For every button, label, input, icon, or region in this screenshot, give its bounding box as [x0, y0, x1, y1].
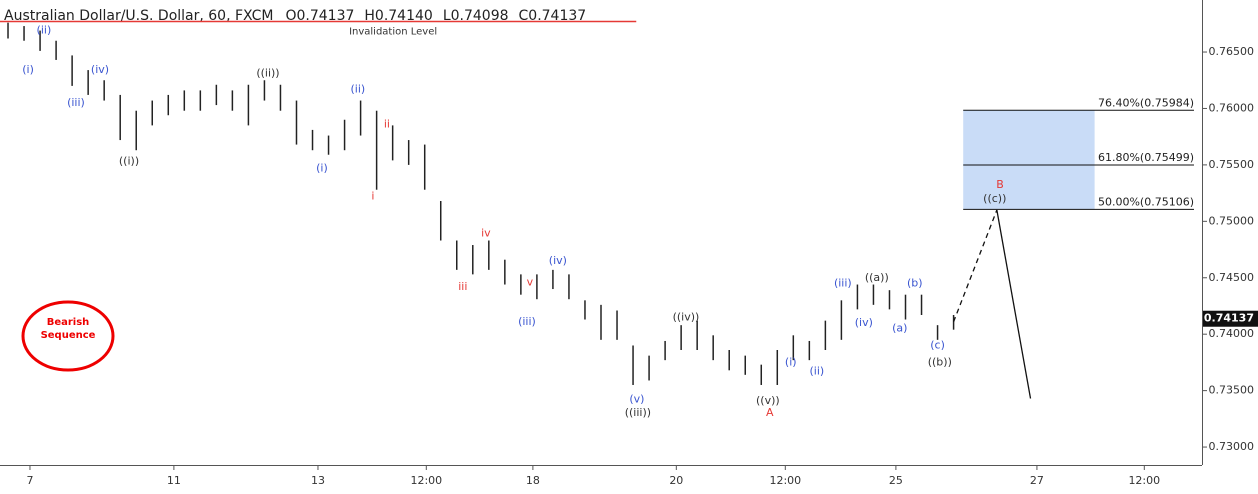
y-tick-label: 0.75500: [1209, 158, 1255, 171]
projection-line: [996, 209, 1032, 399]
wave-label: iii: [458, 280, 467, 293]
annotation: Bearish Sequence: [40, 317, 96, 341]
x-tick-label: 18: [526, 474, 540, 487]
wave-label: (ii): [810, 364, 825, 377]
y-tick-label: 0.73000: [1209, 440, 1255, 453]
x-tick-label: 25: [889, 474, 903, 487]
wave-label: (i): [785, 355, 797, 368]
wave-label: (iv): [91, 63, 109, 76]
wave-label: B: [996, 178, 1004, 191]
invalidation-label: Invalidation Level: [349, 27, 437, 38]
wave-label: (iii): [67, 96, 85, 109]
annotation-ellipse: [21, 300, 115, 372]
title-text: Australian Dollar/U.S. Dollar, 60, FXCM: [4, 8, 273, 24]
wave-label: (v): [629, 393, 644, 406]
y-tick-label: 0.75000: [1209, 214, 1255, 227]
wave-label: iv: [481, 227, 491, 240]
wave-label: (a): [892, 322, 907, 335]
fib-zone: [963, 110, 1095, 210]
ohlc-open: O0.74137: [285, 8, 354, 24]
wave-label: ((iii)): [625, 406, 651, 419]
wave-label: (i): [22, 63, 34, 76]
y-tick-label: 0.76000: [1209, 101, 1255, 114]
x-tick-label: 11: [167, 474, 181, 487]
last-price-tag: [1203, 310, 1258, 327]
x-tick-label: 12:00: [410, 474, 442, 487]
wave-label: i: [371, 189, 374, 202]
wave-label: (iii): [518, 315, 536, 328]
wave-label: (b): [907, 276, 923, 289]
y-tick-label: 0.76500: [1209, 45, 1255, 58]
wave-label: (iii): [834, 276, 852, 289]
wave-label: ii: [384, 117, 390, 130]
projection-line: [952, 209, 998, 323]
annotation-box: Bearish Sequence: [40, 317, 96, 341]
wave-label: A: [766, 406, 774, 419]
wave-label: ((i)): [119, 155, 139, 168]
fib-label: 50.00%(0.75106): [1098, 195, 1194, 208]
wave-label: ((c)): [983, 192, 1006, 205]
wave-label: (iv): [855, 316, 873, 329]
ohlc-high: H0.74140: [364, 8, 432, 24]
wave-label: ((iv)): [673, 310, 700, 323]
wave-label: (iv): [549, 254, 567, 267]
x-tick-label: 12:00: [769, 474, 801, 487]
wave-label: (c): [930, 338, 945, 351]
x-tick-label: 13: [311, 474, 325, 487]
wave-label: (i): [316, 161, 328, 174]
x-tick-label: 7: [26, 474, 33, 487]
x-tick-label: 27: [1030, 474, 1044, 487]
wave-label: (ii): [37, 24, 52, 37]
y-tick-label: 0.74500: [1209, 271, 1255, 284]
wave-label: ((v)): [756, 394, 780, 407]
fib-label: 76.40%(0.75984): [1098, 96, 1194, 109]
y-tick-label: 0.73500: [1209, 384, 1255, 397]
wave-label: ((a)): [865, 271, 889, 284]
x-tick-label: 20: [669, 474, 683, 487]
y-tick-label: 0.74000: [1209, 327, 1255, 340]
x-tick-label: 12:00: [1128, 474, 1160, 487]
wave-label: ((ii)): [256, 66, 279, 79]
fib-label: 61.80%(0.75499): [1098, 151, 1194, 164]
wave-label: (ii): [351, 82, 366, 95]
ohlc-close: C0.74137: [519, 8, 587, 24]
wave-label: ((b)): [928, 355, 952, 368]
last-price-label: 0.74137: [1204, 312, 1254, 325]
wave-label: v: [527, 275, 534, 288]
ohlc-low: L0.74098: [443, 8, 509, 24]
chart-title: Australian Dollar/U.S. Dollar, 60, FXCM O…: [4, 8, 586, 24]
